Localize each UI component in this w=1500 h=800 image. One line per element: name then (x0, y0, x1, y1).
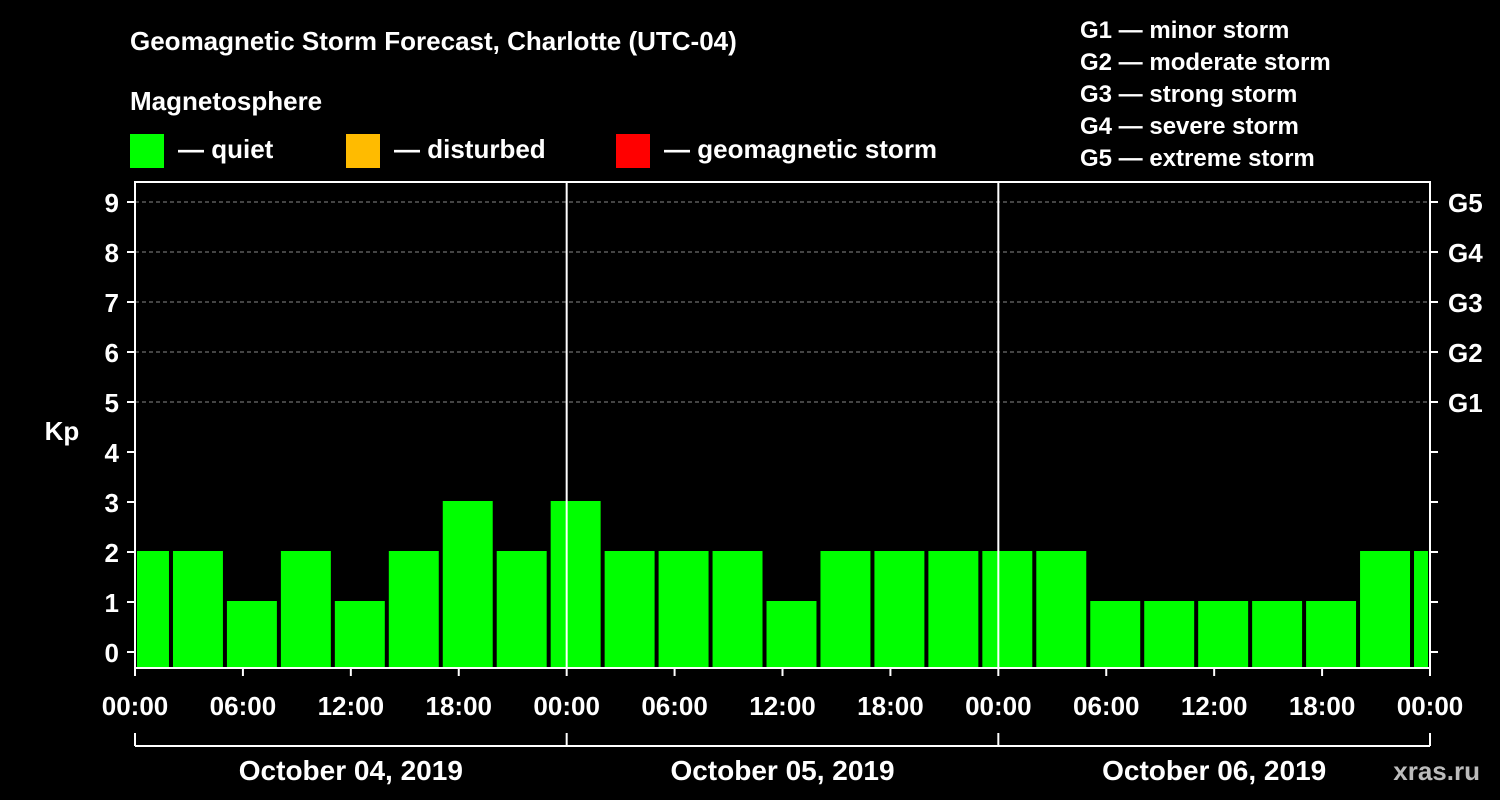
storm-level-label-3: G4 (1448, 238, 1483, 268)
legend-label-0: — quiet (178, 134, 274, 164)
bar-4 (334, 601, 385, 668)
storm-scale-item-0: G1 — minor storm (1080, 17, 1289, 44)
bar-9 (604, 551, 655, 668)
bar-13 (820, 551, 871, 668)
x-tick-label-0: 00:00 (102, 691, 169, 721)
x-tick-label-6: 12:00 (749, 691, 816, 721)
bar-19 (1144, 601, 1195, 668)
bar-5 (388, 551, 439, 668)
x-tick-label-5: 06:00 (641, 691, 708, 721)
bar-17 (1036, 551, 1087, 668)
x-axis: 00:00 06:00 12:00 18:00 00:00 06:00 12:00 18:00… (102, 668, 1464, 721)
grid-lines (135, 201, 1430, 403)
watermark: xras.ru (1393, 756, 1480, 786)
x-tick-label-7: 18:00 (857, 691, 924, 721)
legend-swatch-1 (346, 134, 380, 168)
bar-12 (766, 601, 817, 668)
x-tick-label-2: 12:00 (318, 691, 385, 721)
y-tick-label-2: 2 (105, 538, 119, 568)
bar-20 (1198, 601, 1249, 668)
bar-7 (496, 551, 547, 668)
storm-scale-item-3: G4 — severe storm (1080, 113, 1299, 140)
y-tick-label-5: 5 (105, 388, 119, 418)
bar-24 (1414, 551, 1428, 668)
storm-scale-item-2: G3 — strong storm (1080, 81, 1297, 108)
storm-level-label-2: G3 (1448, 288, 1483, 318)
legend-title: Magnetosphere (130, 86, 322, 116)
x-tick-label-3: 18:00 (426, 691, 493, 721)
storm-scale-legend: G1 — minor storm G2 — moderate storm G3 — … (1080, 17, 1331, 172)
y-tick-label-9: 9 (105, 188, 119, 218)
x-tick-label-4: 00:00 (533, 691, 600, 721)
date-label-1: October 05, 2019 (670, 755, 894, 786)
legend-label-2: — geomagnetic storm (664, 134, 937, 164)
y-axis: 0 1 2 3 4 5 6 7 8 9 (105, 188, 135, 668)
bar-0 (137, 551, 169, 668)
color-legend: — quiet — disturbed — geomagnetic storm (130, 134, 937, 168)
y-tick-label-7: 7 (105, 288, 119, 318)
x-tick-label-10: 12:00 (1181, 691, 1248, 721)
y-tick-label-4: 4 (105, 438, 120, 468)
bars (137, 501, 1428, 668)
legend-swatch-2 (616, 134, 650, 168)
bar-11 (712, 551, 763, 668)
bar-23 (1360, 551, 1411, 668)
legend-label-1: — disturbed (394, 134, 546, 164)
bar-15 (928, 551, 979, 668)
bar-2 (226, 601, 277, 668)
date-label-2: October 06, 2019 (1102, 755, 1326, 786)
y-tick-label-3: 3 (105, 488, 119, 518)
bar-21 (1252, 601, 1303, 668)
bar-14 (874, 551, 925, 668)
bar-8 (550, 501, 601, 668)
bar-16 (982, 551, 1033, 668)
bar-6 (442, 501, 493, 668)
bar-1 (172, 551, 223, 668)
y-tick-label-8: 8 (105, 238, 119, 268)
bar-18 (1090, 601, 1141, 668)
legend-swatch-0 (130, 134, 164, 168)
date-axis: October 04, 2019 October 05, 2019 October … (134, 733, 1431, 786)
x-tick-label-12: 00:00 (1397, 691, 1464, 721)
bar-3 (280, 551, 331, 668)
y-tick-label-6: 6 (105, 338, 119, 368)
x-tick-label-11: 18:00 (1289, 691, 1356, 721)
x-tick-label-8: 00:00 (965, 691, 1032, 721)
date-label-0: October 04, 2019 (239, 755, 463, 786)
y-tick-label-1: 1 (105, 588, 119, 618)
storm-level-label-0: G1 (1448, 388, 1483, 418)
y-tick-label-0: 0 (105, 638, 119, 668)
storm-level-label-1: G2 (1448, 338, 1483, 368)
bar-22 (1306, 601, 1357, 668)
storm-scale-item-1: G2 — moderate storm (1080, 49, 1331, 76)
bar-10 (658, 551, 709, 668)
y-axis-label: Kp (45, 416, 80, 446)
storm-level-label-4: G5 (1448, 188, 1483, 218)
storm-scale-item-4: G5 — extreme storm (1080, 145, 1315, 172)
chart-title: Geomagnetic Storm Forecast, Charlotte (U… (130, 26, 737, 56)
x-tick-label-1: 06:00 (210, 691, 277, 721)
storm-level-axis: G1 G2 G3 G4 G5 (1430, 188, 1483, 653)
x-tick-label-9: 06:00 (1073, 691, 1140, 721)
day-boundary-lines (565, 182, 1000, 668)
